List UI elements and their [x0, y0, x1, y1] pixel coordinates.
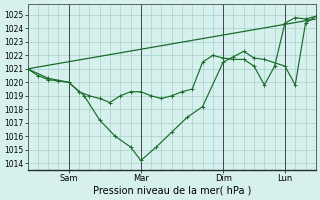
X-axis label: Pression niveau de la mer( hPa ): Pression niveau de la mer( hPa ) — [92, 186, 251, 196]
